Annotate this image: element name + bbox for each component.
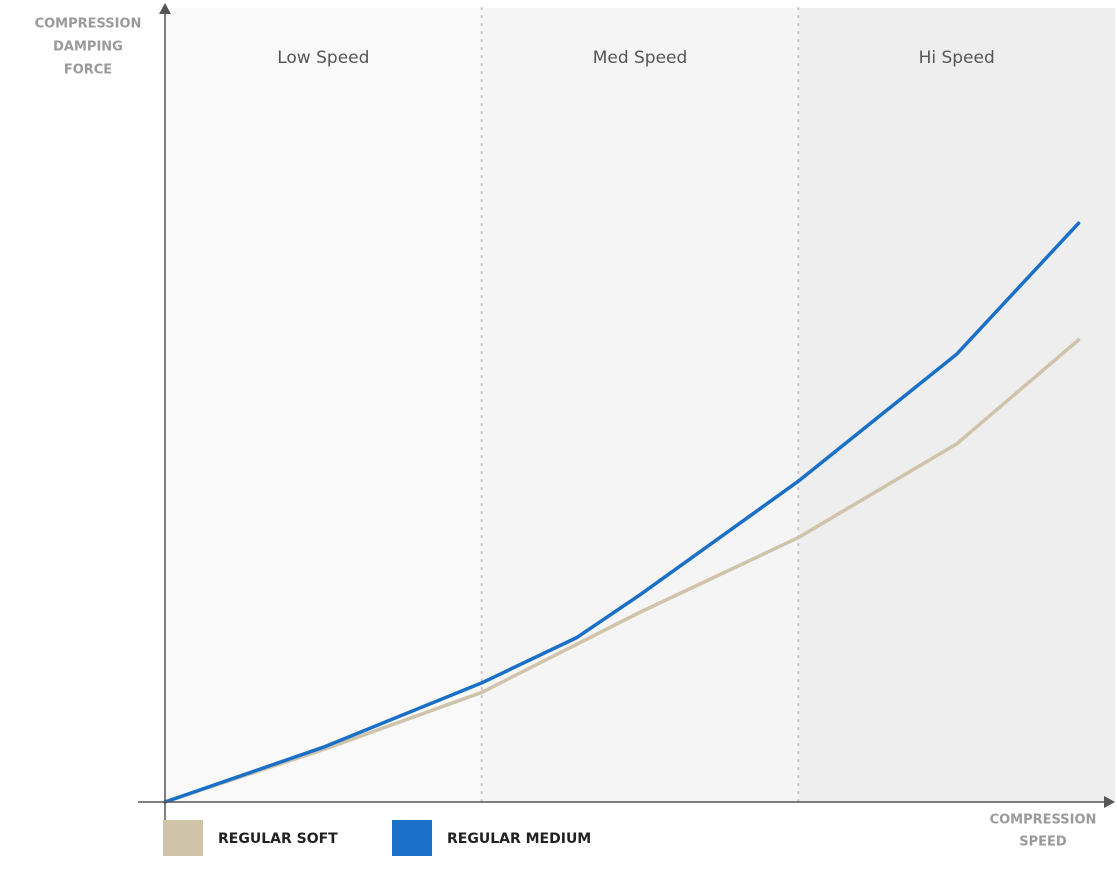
zone-label: Med Speed xyxy=(593,48,688,68)
zone-label: Low Speed xyxy=(277,48,369,68)
zone-label: Hi Speed xyxy=(919,48,995,68)
legend-swatch xyxy=(392,820,432,856)
y-axis-arrow xyxy=(159,3,171,14)
speed-zone xyxy=(481,8,799,802)
y-axis-label: COMPRESSION xyxy=(35,17,142,32)
series-line xyxy=(163,338,1081,804)
legend-swatch xyxy=(163,820,203,856)
legend-label: REGULAR SOFT xyxy=(218,831,338,847)
x-axis-arrow xyxy=(1104,796,1115,808)
x-axis-label: COMPRESSION xyxy=(990,813,1097,828)
speed-zone xyxy=(798,8,1115,802)
y-axis-label: FORCE xyxy=(64,63,112,78)
x-axis-label: SPEED xyxy=(1019,835,1067,850)
speed-zone xyxy=(165,8,482,802)
y-axis-label: DAMPING xyxy=(53,40,123,55)
legend-label: REGULAR MEDIUM xyxy=(447,831,591,847)
series-line xyxy=(163,221,1081,804)
